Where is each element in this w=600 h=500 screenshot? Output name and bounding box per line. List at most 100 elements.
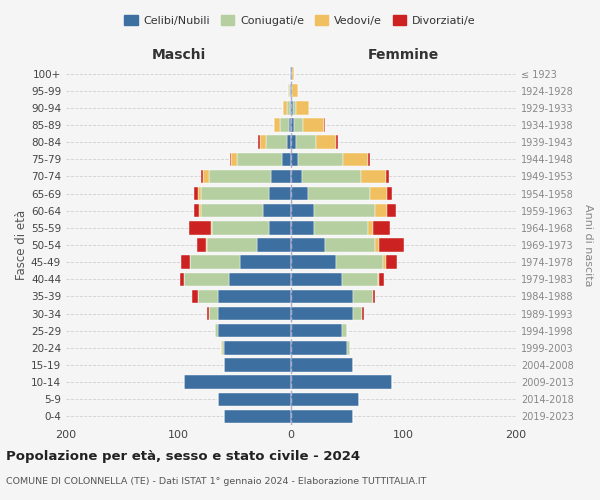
- Bar: [223, 410, 291, 423]
- Bar: [263, 204, 291, 218]
- Bar: [376, 204, 386, 218]
- Bar: [291, 410, 353, 423]
- Bar: [203, 170, 209, 183]
- Bar: [287, 136, 291, 149]
- Bar: [367, 221, 373, 234]
- Bar: [229, 272, 291, 286]
- Bar: [353, 307, 362, 320]
- Bar: [373, 290, 376, 303]
- Bar: [221, 341, 223, 354]
- Bar: [209, 170, 271, 183]
- Bar: [206, 238, 257, 252]
- Bar: [291, 290, 353, 303]
- Bar: [197, 290, 218, 303]
- Bar: [289, 84, 290, 98]
- Bar: [336, 136, 338, 149]
- Bar: [280, 118, 289, 132]
- Bar: [283, 101, 287, 114]
- Bar: [308, 187, 370, 200]
- Bar: [218, 307, 291, 320]
- Bar: [181, 256, 190, 269]
- Bar: [323, 118, 325, 132]
- Bar: [336, 256, 383, 269]
- Bar: [184, 272, 229, 286]
- Bar: [296, 101, 309, 114]
- Bar: [290, 84, 291, 98]
- Bar: [209, 307, 218, 320]
- Text: Popolazione per età, sesso e stato civile - 2024: Popolazione per età, sesso e stato civil…: [6, 450, 360, 463]
- Bar: [201, 170, 203, 183]
- Bar: [304, 118, 323, 132]
- Y-axis label: Anni di nascita: Anni di nascita: [583, 204, 593, 286]
- Bar: [362, 307, 364, 320]
- Bar: [218, 290, 291, 303]
- Bar: [230, 152, 232, 166]
- Bar: [383, 256, 386, 269]
- Bar: [295, 118, 304, 132]
- Bar: [269, 221, 291, 234]
- Legend: Celibi/Nubili, Coniugati/e, Vedovi/e, Divorziati/e: Celibi/Nubili, Coniugati/e, Vedovi/e, Di…: [120, 10, 480, 30]
- Bar: [298, 152, 343, 166]
- Bar: [201, 187, 269, 200]
- Bar: [194, 187, 197, 200]
- Bar: [314, 204, 376, 218]
- Bar: [291, 204, 314, 218]
- Bar: [188, 221, 211, 234]
- Bar: [232, 152, 237, 166]
- Bar: [302, 170, 361, 183]
- Bar: [184, 376, 291, 389]
- Bar: [287, 84, 289, 98]
- Bar: [215, 324, 218, 338]
- Bar: [386, 170, 389, 183]
- Bar: [353, 290, 373, 303]
- Bar: [289, 118, 291, 132]
- Bar: [291, 152, 298, 166]
- Bar: [291, 84, 292, 98]
- Bar: [341, 272, 377, 286]
- Bar: [379, 238, 404, 252]
- Bar: [205, 238, 206, 252]
- Bar: [282, 152, 291, 166]
- Bar: [379, 272, 385, 286]
- Bar: [291, 136, 296, 149]
- Bar: [218, 324, 291, 338]
- Bar: [291, 256, 336, 269]
- Bar: [290, 101, 291, 114]
- Bar: [287, 101, 290, 114]
- Bar: [316, 136, 336, 149]
- Bar: [199, 204, 201, 218]
- Bar: [274, 118, 280, 132]
- Bar: [223, 358, 291, 372]
- Bar: [260, 136, 266, 149]
- Bar: [291, 67, 292, 80]
- Bar: [291, 341, 347, 354]
- Text: COMUNE DI COLONNELLA (TE) - Dati ISTAT 1° gennaio 2024 - Elaborazione TUTTITALIA: COMUNE DI COLONNELLA (TE) - Dati ISTAT 1…: [6, 478, 427, 486]
- Bar: [361, 170, 386, 183]
- Bar: [223, 341, 291, 354]
- Bar: [291, 221, 314, 234]
- Bar: [341, 324, 347, 338]
- Y-axis label: Fasce di età: Fasce di età: [15, 210, 28, 280]
- Bar: [206, 307, 209, 320]
- Bar: [325, 238, 376, 252]
- Bar: [291, 392, 359, 406]
- Bar: [343, 152, 367, 166]
- Bar: [370, 187, 386, 200]
- Bar: [201, 204, 263, 218]
- Bar: [373, 221, 390, 234]
- Bar: [218, 392, 291, 406]
- Bar: [292, 67, 295, 80]
- Bar: [386, 256, 397, 269]
- Bar: [291, 358, 353, 372]
- Text: Maschi: Maschi: [151, 48, 206, 62]
- Bar: [291, 170, 302, 183]
- Bar: [211, 221, 212, 234]
- Bar: [293, 101, 296, 114]
- Bar: [194, 204, 199, 218]
- Bar: [269, 187, 291, 200]
- Bar: [241, 256, 291, 269]
- Bar: [291, 118, 295, 132]
- Bar: [314, 221, 367, 234]
- Bar: [291, 307, 353, 320]
- Bar: [377, 272, 379, 286]
